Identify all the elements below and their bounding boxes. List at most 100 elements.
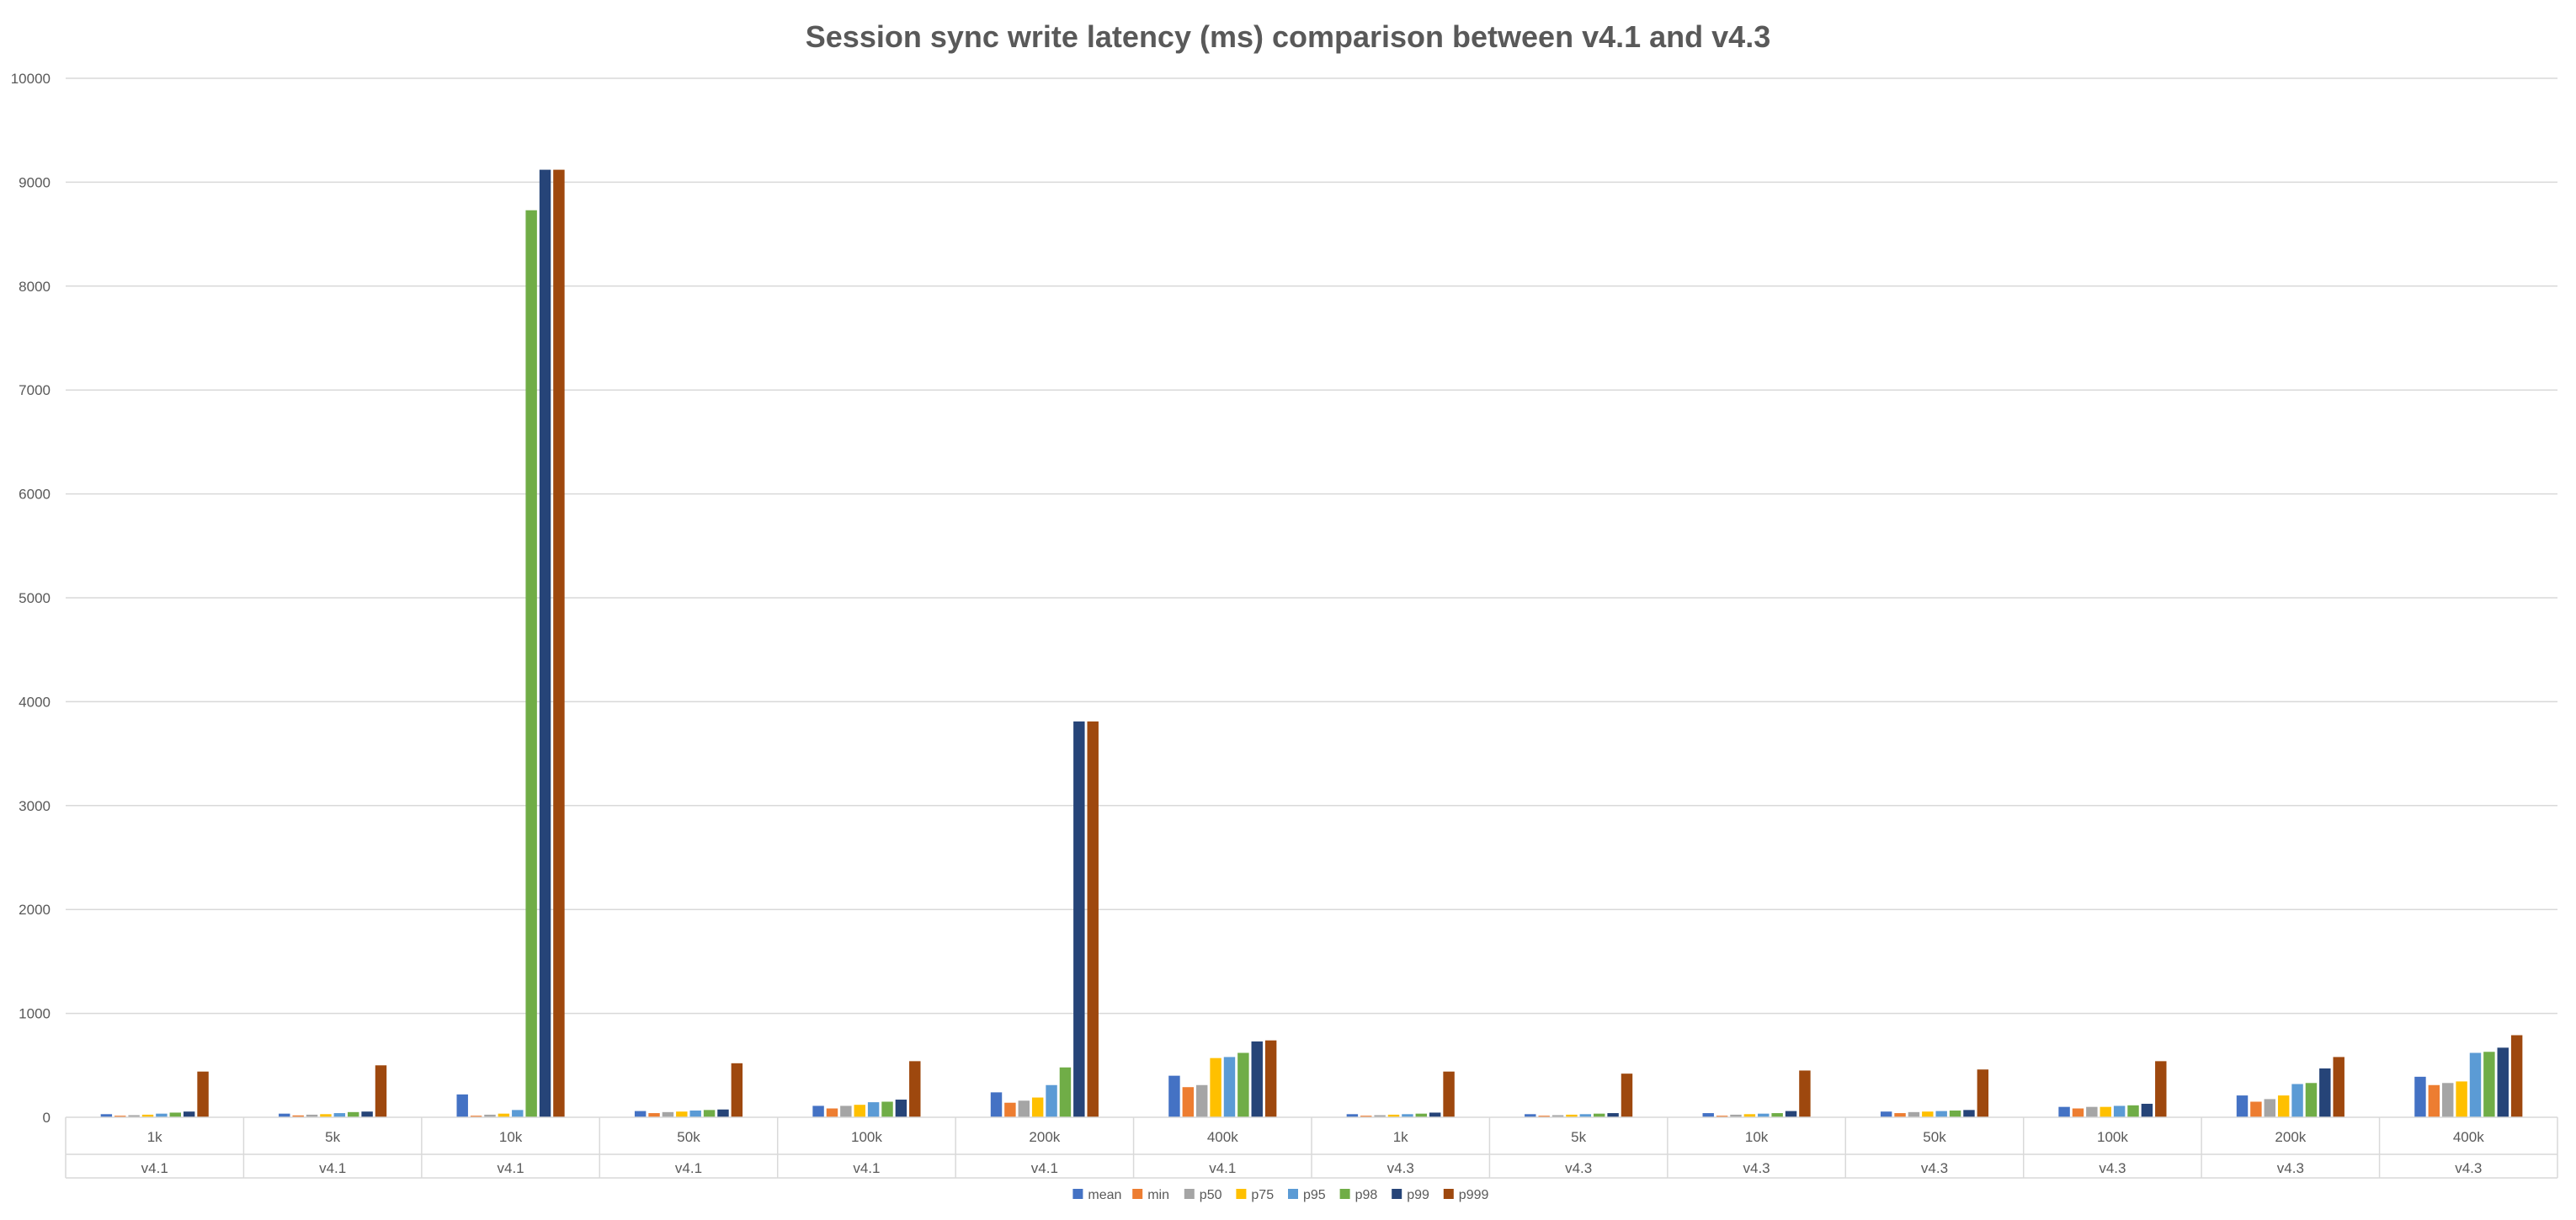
x-group-label: v4.3 [1565,1160,1592,1176]
bar-p50-11 [2086,1106,2098,1117]
bar-p75-9 [1743,1114,1756,1117]
bar-p98-13 [2483,1052,2495,1117]
bar-p95-10 [1935,1111,1947,1117]
y-tick-label: 3000 [19,798,51,814]
bar-min-7 [1360,1116,1372,1117]
y-tick-label: 4000 [19,694,51,710]
x-tick-label: 400k [2453,1129,2484,1145]
bar-p98-6 [1237,1052,1249,1117]
bar-p99-4 [895,1100,907,1117]
bar-p50-4 [840,1105,852,1117]
bar-p50-8 [1551,1115,1564,1117]
bar-min-9 [1716,1116,1728,1117]
bar-p98-8 [1594,1113,1605,1117]
x-tick-label: 1k [1393,1129,1408,1145]
bar-p98-9 [1771,1113,1783,1117]
bar-min-3 [648,1113,660,1117]
y-tick-label: 1000 [19,1006,51,1022]
bar-p98-3 [703,1110,716,1117]
bar-p999-5 [1087,721,1099,1117]
x-group-label: v4.1 [319,1160,346,1176]
bar-p999-1 [375,1065,387,1117]
bar-p75-13 [2456,1081,2467,1117]
bar-p999-2 [553,169,565,1118]
bar-p50-1 [306,1114,318,1117]
bar-p99-3 [717,1109,729,1117]
x-tick-label: 400k [1207,1129,1238,1145]
chart-title: Session sync write latency (ms) comparis… [806,19,1770,54]
bar-p99-5 [1073,721,1085,1117]
bar-p98-10 [1949,1110,1961,1117]
bar-p98-2 [525,210,537,1118]
legend-item-p999: p999 [1443,1188,1488,1202]
bar-p95-11 [2113,1105,2126,1117]
x-tick-label: 1k [147,1129,162,1145]
bar-mean-5 [990,1092,1003,1117]
bar-p999-8 [1621,1073,1633,1117]
bar-p98-7 [1415,1113,1428,1117]
legend-label: p75 [1251,1188,1274,1202]
bar-p98-12 [2305,1083,2318,1117]
y-tick-label: 0 [43,1110,51,1126]
bar-p99-13 [2497,1047,2509,1117]
bar-min-11 [2072,1108,2084,1117]
bar-min-13 [2428,1084,2440,1117]
bar-p99-7 [1429,1112,1441,1117]
bar-p99-9 [1785,1111,1797,1117]
legend-item-p95: p95 [1288,1188,1326,1202]
bar-p50-12 [2264,1099,2275,1117]
bar-p75-4 [854,1105,865,1117]
legend-swatch [1288,1189,1298,1199]
bar-p75-3 [676,1111,688,1117]
bar-mean-8 [1525,1114,1536,1117]
bar-p75-11 [2100,1106,2111,1117]
bar-p95-12 [2291,1084,2303,1117]
bar-p999-3 [731,1063,743,1117]
x-group-label: v4.1 [853,1160,880,1176]
bar-mean-11 [2058,1106,2070,1117]
bar-mean-3 [634,1111,647,1117]
bar-p98-0 [169,1112,182,1117]
bar-p75-2 [498,1113,510,1117]
x-tick-label: 5k [1571,1129,1586,1145]
x-tick-label: 50k [1923,1129,1946,1145]
bar-p99-0 [183,1111,195,1117]
bar-min-6 [1182,1087,1195,1117]
bar-p95-2 [512,1110,524,1117]
legend-item-p50: p50 [1184,1188,1222,1202]
x-group-label: v4.1 [675,1160,702,1176]
x-tick-label: 10k [1745,1129,1769,1145]
x-tick-label: 50k [677,1129,700,1145]
bar-mean-13 [2414,1076,2426,1117]
legend-item-p75: p75 [1236,1188,1274,1202]
bar-p75-5 [1031,1097,1044,1117]
legend-item-p99: p99 [1392,1188,1429,1202]
bar-mean-2 [456,1094,468,1117]
legend-swatch [1132,1189,1143,1199]
x-group-label: v4.3 [1921,1160,1948,1176]
bar-p75-1 [320,1114,332,1117]
bar-p50-9 [1730,1114,1742,1117]
bar-p99-6 [1251,1041,1263,1117]
bar-p99-10 [1963,1110,1975,1117]
bar-p95-5 [1046,1084,1057,1117]
bar-mean-6 [1168,1075,1180,1117]
x-group-label: v4.1 [141,1160,168,1176]
bar-min-10 [1894,1113,1906,1117]
x-group-label: v4.1 [1209,1160,1236,1176]
bar-p999-12 [2333,1057,2344,1117]
bar-mean-10 [1880,1111,1892,1117]
y-tick-label: 9000 [19,174,51,190]
y-tick-label: 6000 [19,487,51,503]
bar-p99-2 [539,169,551,1118]
legend-label: mean [1088,1188,1121,1202]
legend-label: p98 [1355,1188,1378,1202]
bar-p50-2 [484,1114,496,1117]
bar-min-8 [1538,1116,1550,1117]
bar-p95-0 [156,1113,168,1117]
bar-p99-11 [2141,1103,2153,1117]
bar-mean-9 [1702,1113,1714,1117]
bar-p75-8 [1566,1114,1578,1117]
bar-p50-3 [662,1111,674,1117]
x-group-label: v4.1 [498,1160,524,1176]
